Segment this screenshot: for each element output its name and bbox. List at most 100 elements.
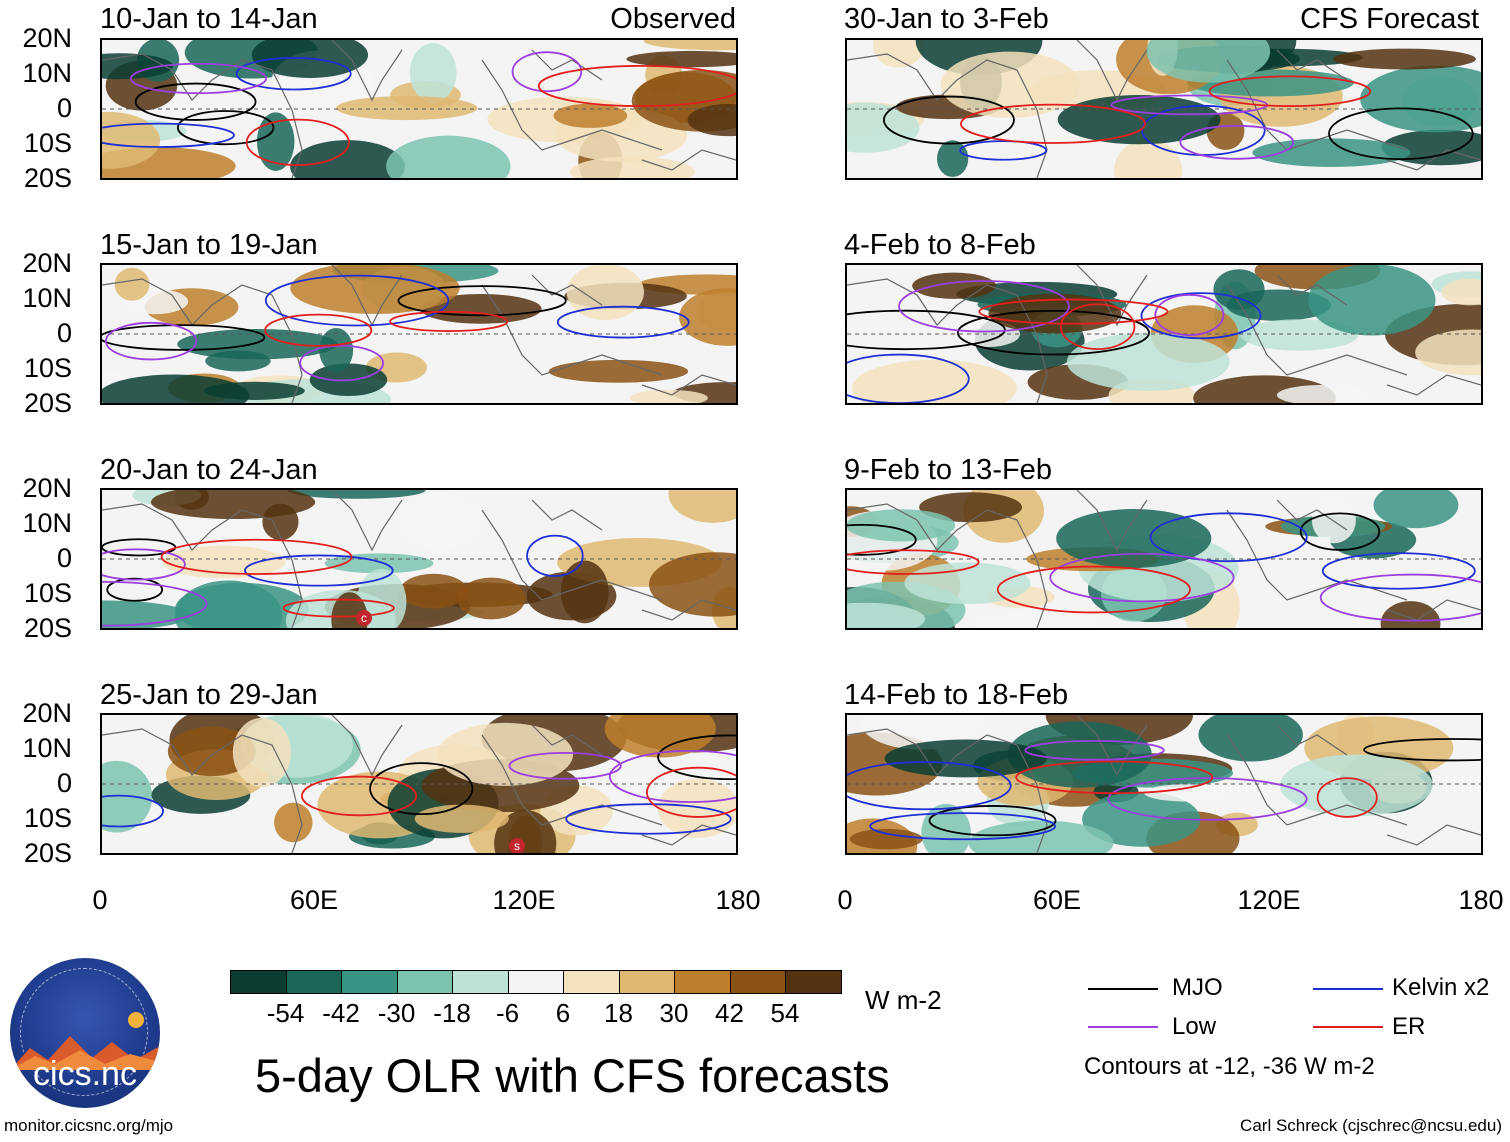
kelvin-contour [1149, 512, 1308, 563]
colorbar-tick-label: -30 [377, 998, 416, 1028]
lon-label-right-120e: 120E [1237, 885, 1301, 915]
olr-anomaly-blob [847, 102, 920, 153]
olr-anomaly-blob [1066, 332, 1230, 391]
olr-anomaly-blob [849, 828, 923, 850]
olr-anomaly-blob [167, 726, 256, 777]
logo-sun-icon [128, 1012, 144, 1028]
cics-logo: cics.nc [10, 958, 160, 1108]
legend-kelvin-line [1313, 988, 1383, 990]
lat-label-row1-4: 20S [23, 163, 72, 193]
footer-url[interactable]: monitor.cicsnc.org/mjo [4, 1116, 174, 1135]
lat-label-row2-4: 20S [23, 388, 72, 418]
olr-anomaly-blob [114, 267, 150, 301]
mjo-contour [956, 309, 1150, 356]
contours-note: Contours at -12, -36 W m-2 [1084, 1053, 1375, 1080]
lat-label-row1-1: 10N [22, 58, 72, 88]
colorbar-units: W m-2 [865, 985, 942, 1015]
er-contour [389, 310, 509, 332]
olr-anomaly-blob [177, 329, 338, 360]
coastline [102, 40, 736, 178]
olr-anomaly-blob [1057, 95, 1221, 145]
olr-anomaly-blob [1007, 721, 1152, 788]
lon-label-right-0: 0 [837, 885, 853, 915]
mjo-contour [1328, 107, 1474, 161]
er-contour [301, 775, 418, 817]
storm-marker: c [356, 610, 372, 626]
panel-title-left-2: 15-Jan to 19-Jan [100, 229, 318, 261]
olr-anomaly-blob [205, 350, 271, 372]
panel-title-right-2: 4-Feb to 8-Feb [844, 229, 1036, 261]
olr-field [847, 265, 1481, 403]
mjo-contour [134, 82, 257, 121]
lat-label-row2-0: 20N [22, 248, 72, 278]
map-panel-right-2 [845, 263, 1483, 405]
panel-title-left-1: 10-Jan to 14-Jan [100, 3, 318, 35]
lon-label-left-60e: 60E [289, 885, 339, 915]
olr-anomaly-blob [1198, 715, 1303, 762]
olr-anomaly-blob [679, 288, 736, 346]
olr-anomaly-blob [1240, 319, 1359, 351]
map-panel-right-4 [845, 713, 1483, 855]
colorbar-swatch [452, 970, 509, 994]
lat-label-row1-0: 20N [22, 23, 72, 53]
er-contour [160, 538, 353, 575]
lat-label-row3-1: 10N [22, 508, 72, 538]
panel-title-left-3: 20-Jan to 24-Jan [100, 454, 318, 486]
lat-label-row2-2: 0 [56, 318, 72, 348]
kelvin-contour [869, 812, 1057, 841]
olr-anomaly-blob [420, 294, 542, 324]
mjo-contour [176, 110, 275, 146]
coastline [847, 715, 1481, 853]
low-contour [299, 344, 384, 382]
mjo-contour [1299, 512, 1381, 551]
mjo-contour [883, 95, 1015, 145]
olr-anomaly-blob [1144, 784, 1231, 802]
colorbar-tick-label: -42 [322, 998, 360, 1028]
colorbar-tick-label: 30 [659, 998, 689, 1028]
olr-field [102, 490, 736, 628]
footer-credit: Carl Schreck (cjschrec@ncsu.edu) [1240, 1116, 1502, 1135]
lat-label-row3-0: 20N [22, 473, 72, 503]
colorbar-tick-label: 54 [770, 998, 800, 1028]
low-contour [898, 280, 1070, 333]
low-contour [1049, 552, 1235, 603]
coastline [847, 265, 1481, 403]
lat-label-row4-2: 0 [56, 768, 72, 798]
legend-low-label: Low [1172, 1013, 1217, 1040]
olr-anomaly-blob [386, 135, 511, 178]
olr-field [847, 40, 1481, 178]
panel-title-right-4: 14-Feb to 18-Feb [844, 679, 1069, 711]
olr-anomaly-blob [940, 51, 1080, 118]
olr-anomaly-blob [1415, 329, 1481, 376]
mjo-contour [847, 523, 917, 556]
olr-anomaly-blob [847, 602, 926, 628]
colorbar-swatch [729, 970, 787, 994]
olr-anomaly-blob [287, 490, 426, 499]
colorbar-swatch [785, 970, 842, 994]
er-contour [1059, 303, 1136, 350]
low-contour [608, 749, 736, 803]
low-contour [508, 751, 622, 780]
olr-anomaly-blob [560, 560, 609, 624]
legend-kelvin-label: Kelvin x2 [1392, 974, 1490, 1001]
low-contour [511, 51, 583, 93]
olr-anomaly-blob [847, 509, 956, 542]
map-panel-left-4: s [100, 713, 738, 855]
olr-field [102, 265, 736, 403]
olr-anomaly-blob [566, 265, 644, 321]
map-panel-right-1 [845, 38, 1483, 180]
olr-anomaly-blob [553, 103, 628, 128]
legend-low-line [1088, 1026, 1158, 1028]
logo-ring [20, 968, 148, 1096]
er-contour [537, 65, 736, 107]
forecast-header: CFS Forecast [1300, 3, 1479, 35]
mjo-contour [657, 734, 736, 780]
olr-anomaly-blob [851, 359, 1017, 403]
olr-anomaly-blob [630, 389, 708, 403]
er-contour [245, 118, 350, 167]
low-contour [104, 321, 198, 361]
colorbar-swatch [563, 970, 620, 994]
colorbar-tick-label: -18 [433, 998, 471, 1028]
olr-anomaly-blob [919, 492, 1023, 523]
map-panel-left-3: c [100, 488, 738, 630]
